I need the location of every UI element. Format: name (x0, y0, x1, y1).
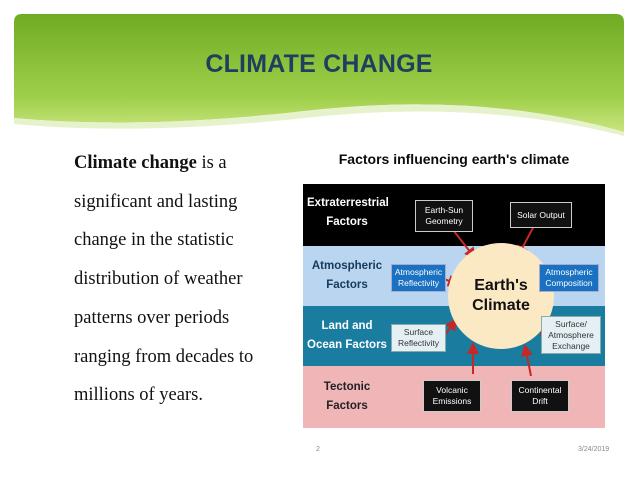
center-line-1: Earth's (474, 277, 528, 294)
body-term: Climate change (74, 153, 197, 173)
slide-date: 3/24/2019 (578, 446, 610, 453)
box-solar-output: Solar Output (510, 202, 572, 228)
box-surface-atmosphere-exchange: Surface/ Atmosphere Exchange (541, 316, 601, 354)
climate-factors-figure: Factors influencing earth's climate Extr… (303, 148, 605, 430)
box-volcanic-emissions: Volcanic Emissions (423, 380, 481, 412)
row-label-atmospheric: Atmospheric Factors (311, 260, 383, 291)
box-surface-reflectivity: Surface Reflectivity (391, 324, 446, 352)
slide-title: CLIMATE CHANGE (205, 50, 433, 78)
row-label-tectonic: Tectonic Factors (323, 381, 371, 412)
page-number: 2 (316, 446, 320, 453)
row-label-extraterrestrial: Extraterrestrial Factors (307, 197, 389, 228)
body-rest: is a significant and lasting change in t… (74, 153, 254, 406)
box-atmospheric-reflectivity: Atmospheric Reflectivity (391, 264, 446, 292)
title-banner (14, 14, 624, 136)
center-line-2: Climate (472, 297, 530, 314)
earth-climate-circle: Earth's Climate (448, 243, 554, 349)
box-atmospheric-composition: Atmospheric Composition (539, 264, 599, 292)
figure-title: Factors influencing earth's climate (338, 151, 570, 167)
box-earth-sun-geometry: Earth-Sun Geometry (415, 200, 473, 232)
box-continental-drift: Continental Drift (511, 380, 569, 412)
row-label-land-ocean: Land and Ocean Factors (307, 320, 387, 351)
body-paragraph: Climate change is a significant and last… (74, 144, 289, 415)
